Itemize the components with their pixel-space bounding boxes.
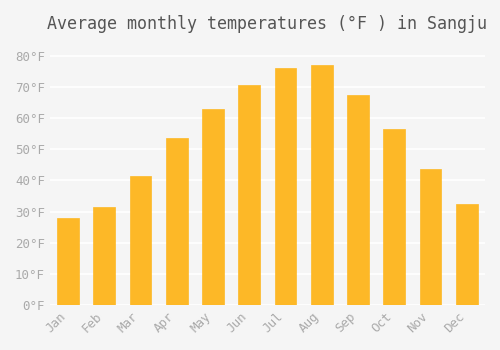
Bar <box>238 85 260 305</box>
Bar <box>274 68 296 305</box>
Bar <box>456 204 477 305</box>
Bar <box>347 94 369 305</box>
Bar <box>420 169 442 305</box>
Bar <box>166 138 188 305</box>
Title: Average monthly temperatures (°F ) in Sangju: Average monthly temperatures (°F ) in Sa… <box>48 15 488 33</box>
Bar <box>57 218 79 305</box>
Bar <box>384 129 405 305</box>
Bar <box>94 207 115 305</box>
Bar <box>311 65 332 305</box>
Bar <box>202 109 224 305</box>
Bar <box>130 176 152 305</box>
